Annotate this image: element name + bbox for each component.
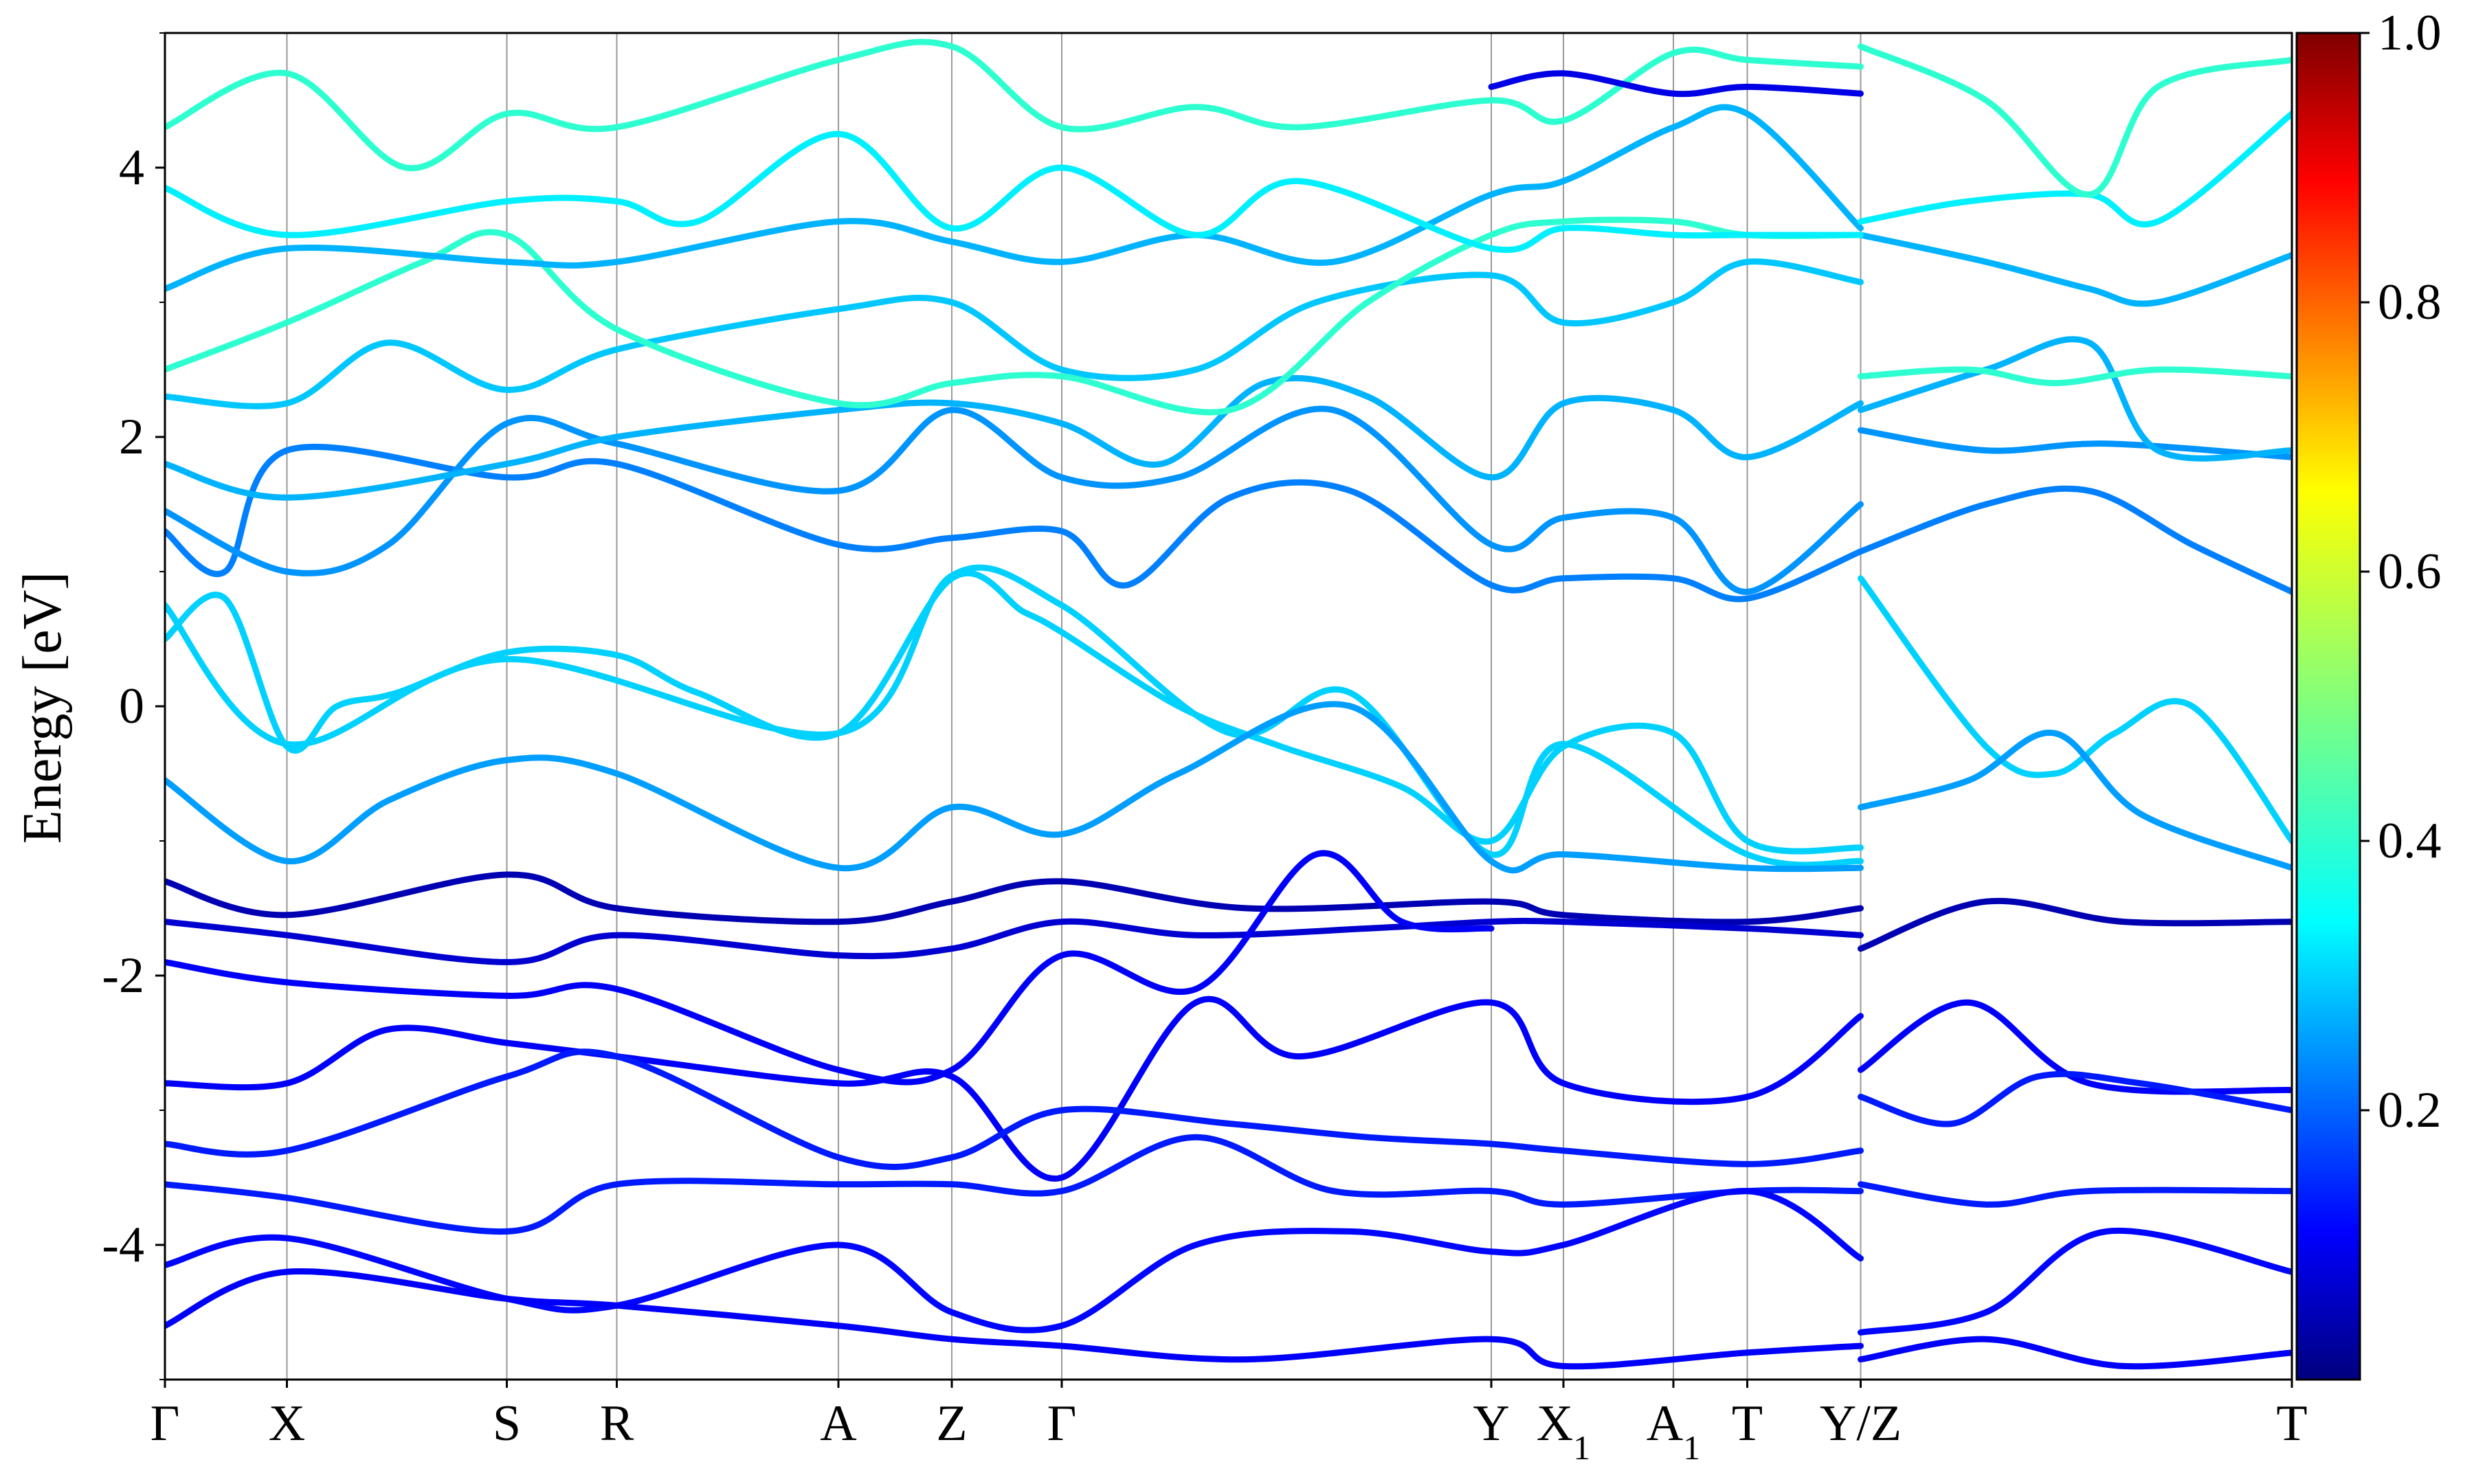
- x-tick-label: Γ: [1047, 1395, 1077, 1452]
- band-line-23: [165, 374, 1864, 501]
- band-line-14: [1858, 1181, 2292, 1208]
- colorbar-tick-label: 1.0: [2378, 5, 2442, 61]
- y-axis: -4 -2 0 2 4: [102, 32, 165, 1380]
- band-line-13: [165, 1134, 1864, 1235]
- x-tick-label: Γ: [151, 1395, 180, 1452]
- x-tick-label: Z: [936, 1395, 967, 1452]
- band-line-16: [1858, 1227, 2292, 1336]
- band-line-3: [165, 701, 1864, 874]
- band-line-15: [165, 1188, 1864, 1334]
- band-line-33: [1858, 43, 2292, 198]
- y-tick-label: 4: [119, 139, 144, 196]
- band-line-22: [1858, 427, 2292, 460]
- band-line-11: [165, 1048, 1864, 1170]
- y-tick-label: 0: [119, 678, 144, 734]
- band-line-5: [165, 871, 1864, 925]
- colorbar-ticks: 0.2 0.4 0.6 0.8 1.0: [2360, 5, 2442, 1138]
- y-tick-label: -2: [102, 947, 144, 1004]
- colorbar-tick-label: 0.2: [2378, 1082, 2442, 1138]
- band-line-8: [165, 850, 1495, 1086]
- band-line-7: [165, 917, 1864, 965]
- x-axis: Γ X S R A Z Γ Y X1 A1 T Y/Z T: [151, 1380, 2308, 1467]
- bands: [165, 38, 2292, 1370]
- band-line-17: [165, 1268, 1864, 1370]
- y-tick-label: 2: [119, 409, 144, 465]
- high-symmetry-lines: [286, 33, 1862, 1380]
- x-tick-label: Y: [1473, 1395, 1509, 1452]
- colorbar: 0.2 0.4 0.6 0.8 1.0: [2295, 5, 2442, 1381]
- x-tick-label: A1: [1647, 1395, 1700, 1467]
- colorbar-tick-label: 0.8: [2378, 274, 2442, 330]
- band-line-10: [1858, 999, 2292, 1095]
- x-tick-label: Y/Z: [1820, 1395, 1902, 1452]
- x-tick-label: R: [600, 1395, 634, 1452]
- colorbar-tick-label: 0.4: [2378, 813, 2442, 869]
- band-line-32: [165, 38, 1864, 172]
- band-line-1: [165, 564, 1864, 868]
- band-line-30: [165, 131, 1864, 254]
- band-line-27: [1858, 366, 2292, 387]
- colorbar-tick-label: 0.6: [2378, 543, 2442, 600]
- band-line-28: [165, 104, 1864, 292]
- band-line-19: [165, 443, 1864, 603]
- band-line-4: [1858, 729, 2292, 871]
- band-line-20: [1858, 485, 2292, 595]
- band-line-34: [1488, 70, 1864, 98]
- x-tick-label: T: [2276, 1395, 2307, 1452]
- band-line-6: [1858, 897, 2292, 952]
- y-axis-label: Energy [eV]: [12, 572, 73, 844]
- band-line-0: [165, 570, 1864, 855]
- y-tick-label: -4: [102, 1217, 144, 1273]
- x-tick-label: T: [1732, 1395, 1763, 1452]
- x-tick-label: X1: [1537, 1395, 1590, 1467]
- band-line-21: [165, 405, 1864, 595]
- band-line-12: [1858, 1070, 2292, 1127]
- band-line-24: [1858, 336, 2292, 462]
- x-tick-label: X: [269, 1395, 305, 1452]
- band-line-26: [165, 216, 1864, 416]
- band-line-9: [165, 996, 1864, 1182]
- band-line-25: [165, 258, 1864, 409]
- x-tick-label: S: [493, 1395, 521, 1452]
- band-line-2: [1858, 575, 2292, 844]
- band-line-31: [1858, 111, 2292, 228]
- colorbar-gradient: [2295, 32, 2361, 1381]
- band-line-18: [1858, 1336, 2292, 1370]
- x-tick-label: A: [820, 1395, 856, 1452]
- band-line-29: [1858, 232, 2292, 307]
